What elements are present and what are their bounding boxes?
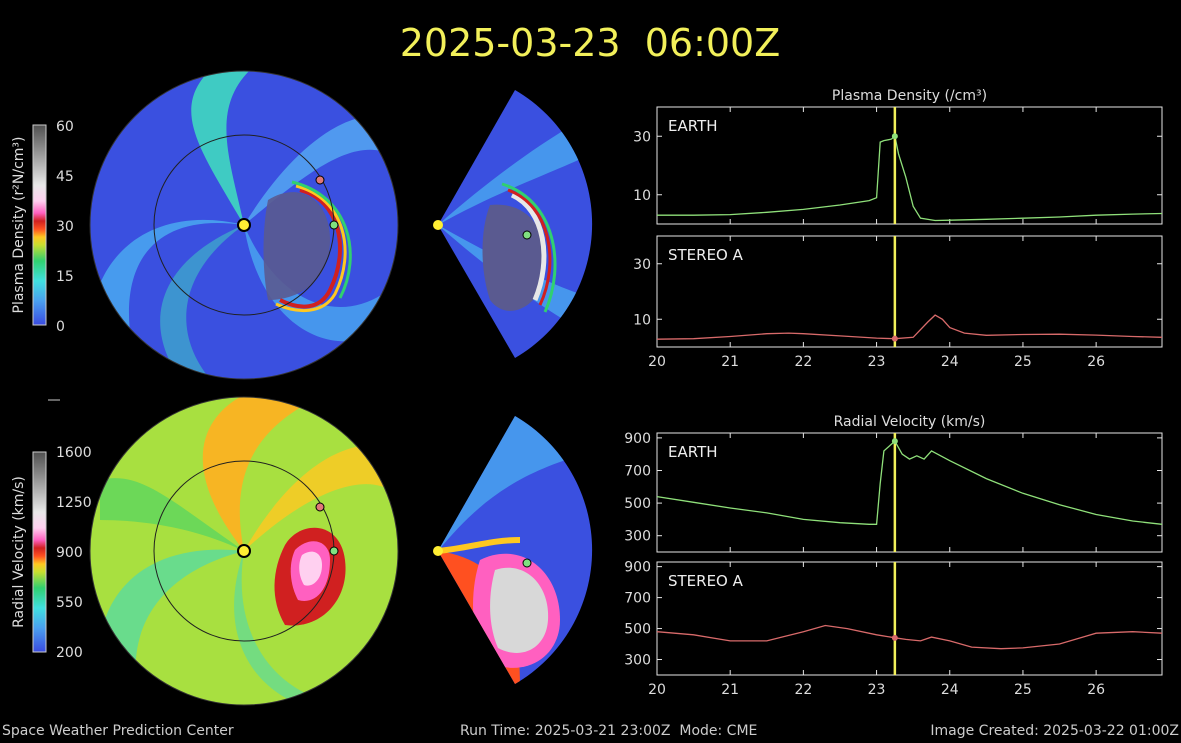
footer-created: Image Created: 2025-03-22 01:00Z	[930, 723, 1179, 739]
velocity-tick: 1600	[56, 445, 92, 461]
y-tick-label: 10	[633, 312, 651, 328]
y-tick-label: 10	[633, 188, 651, 204]
current-value-point	[891, 438, 898, 445]
panel-label: STEREO A	[668, 246, 744, 264]
density-tick: 45	[56, 169, 74, 185]
current-value-point	[891, 133, 898, 140]
sun-icon	[237, 544, 251, 558]
sun-icon	[237, 218, 251, 232]
x-tick-label: 20	[648, 682, 666, 698]
y-tick-label: 300	[624, 653, 651, 669]
x-tick-label: 26	[1087, 682, 1105, 698]
panel-label: STEREO A	[668, 572, 744, 590]
y-tick-label: 500	[624, 622, 651, 638]
sun-icon	[433, 546, 443, 556]
y-tick-label: 30	[633, 257, 651, 273]
x-tick-label: 23	[868, 682, 886, 698]
velocity-tick: 550	[56, 595, 83, 611]
x-tick-label: 26	[1087, 354, 1105, 370]
footer-run: Run Time: 2025-03-21 23:00Z Mode: CME	[460, 723, 757, 739]
panel-title: Radial Velocity (km/s)	[834, 414, 986, 430]
y-tick-label: 900	[624, 560, 651, 576]
plot-frame	[656, 432, 1163, 553]
density-tick: 60	[56, 119, 74, 135]
y-tick-label: 700	[624, 463, 651, 479]
earth-marker-icon	[329, 220, 339, 230]
density-meridional-wedge	[438, 90, 593, 358]
x-tick-label: 25	[1014, 354, 1032, 370]
stereo-a-marker-icon	[315, 502, 325, 512]
plot-frame	[656, 561, 1163, 676]
x-tick-label: 20	[648, 354, 666, 370]
panel-label: EARTH	[668, 117, 718, 135]
y-tick-label: 30	[633, 129, 651, 145]
density-tick: 30	[56, 219, 74, 235]
x-tick-label: 23	[868, 354, 886, 370]
velocity-tick: 900	[56, 545, 83, 561]
plot-frame	[656, 106, 1163, 225]
velocity-tick: 1250	[56, 495, 92, 511]
series-line	[656, 624, 1163, 650]
velocity-colorbar-label: Radial Velocity (km/s)	[11, 476, 27, 628]
plot-frame	[656, 235, 1163, 348]
x-tick-label: 22	[794, 354, 812, 370]
velocity-meridional-wedge	[438, 416, 593, 684]
earth-marker-icon	[329, 546, 339, 556]
velocity-tick: 200	[56, 645, 83, 661]
x-tick-label: 21	[721, 682, 739, 698]
time-series-panels: Plasma Density (/cm³) EARTH 30 10 STEREO A 30…	[624, 88, 1163, 698]
series-line	[656, 440, 1163, 525]
x-tick-label: 24	[941, 354, 959, 370]
current-value-point	[891, 335, 898, 342]
current-value-point	[891, 634, 898, 641]
panel-label: EARTH	[668, 443, 718, 461]
earth-marker-icon	[522, 230, 532, 240]
series-line	[657, 135, 1163, 222]
footer-org: Space Weather Prediction Center	[2, 723, 234, 739]
y-tick-label: 300	[624, 529, 651, 545]
panel-title: Plasma Density (/cm³)	[832, 88, 987, 104]
stereo-a-marker-icon	[315, 175, 325, 185]
density-tick: 15	[56, 269, 74, 285]
timestamp-title: 2025-03-23 06:00Z	[400, 21, 781, 65]
x-tick-label: 24	[941, 682, 959, 698]
x-tick-label: 21	[721, 354, 739, 370]
density-colorbar-label: Plasma Density (r²N/cm³)	[11, 137, 27, 314]
x-tick-label: 22	[794, 682, 812, 698]
y-tick-label: 500	[624, 496, 651, 512]
x-tick-label: 25	[1014, 682, 1032, 698]
velocity-colorbar: Radial Velocity (km/s) 1600 1250 900 550…	[11, 445, 92, 661]
density-tick: 0	[56, 319, 65, 335]
density-colorbar: Plasma Density (r²N/cm³) 60 45 30 15 0	[11, 119, 74, 401]
earth-marker-icon	[522, 558, 532, 568]
sun-icon	[433, 220, 443, 230]
y-tick-label: 700	[624, 591, 651, 607]
y-tick-label: 900	[624, 431, 651, 447]
series-line	[656, 314, 1163, 340]
